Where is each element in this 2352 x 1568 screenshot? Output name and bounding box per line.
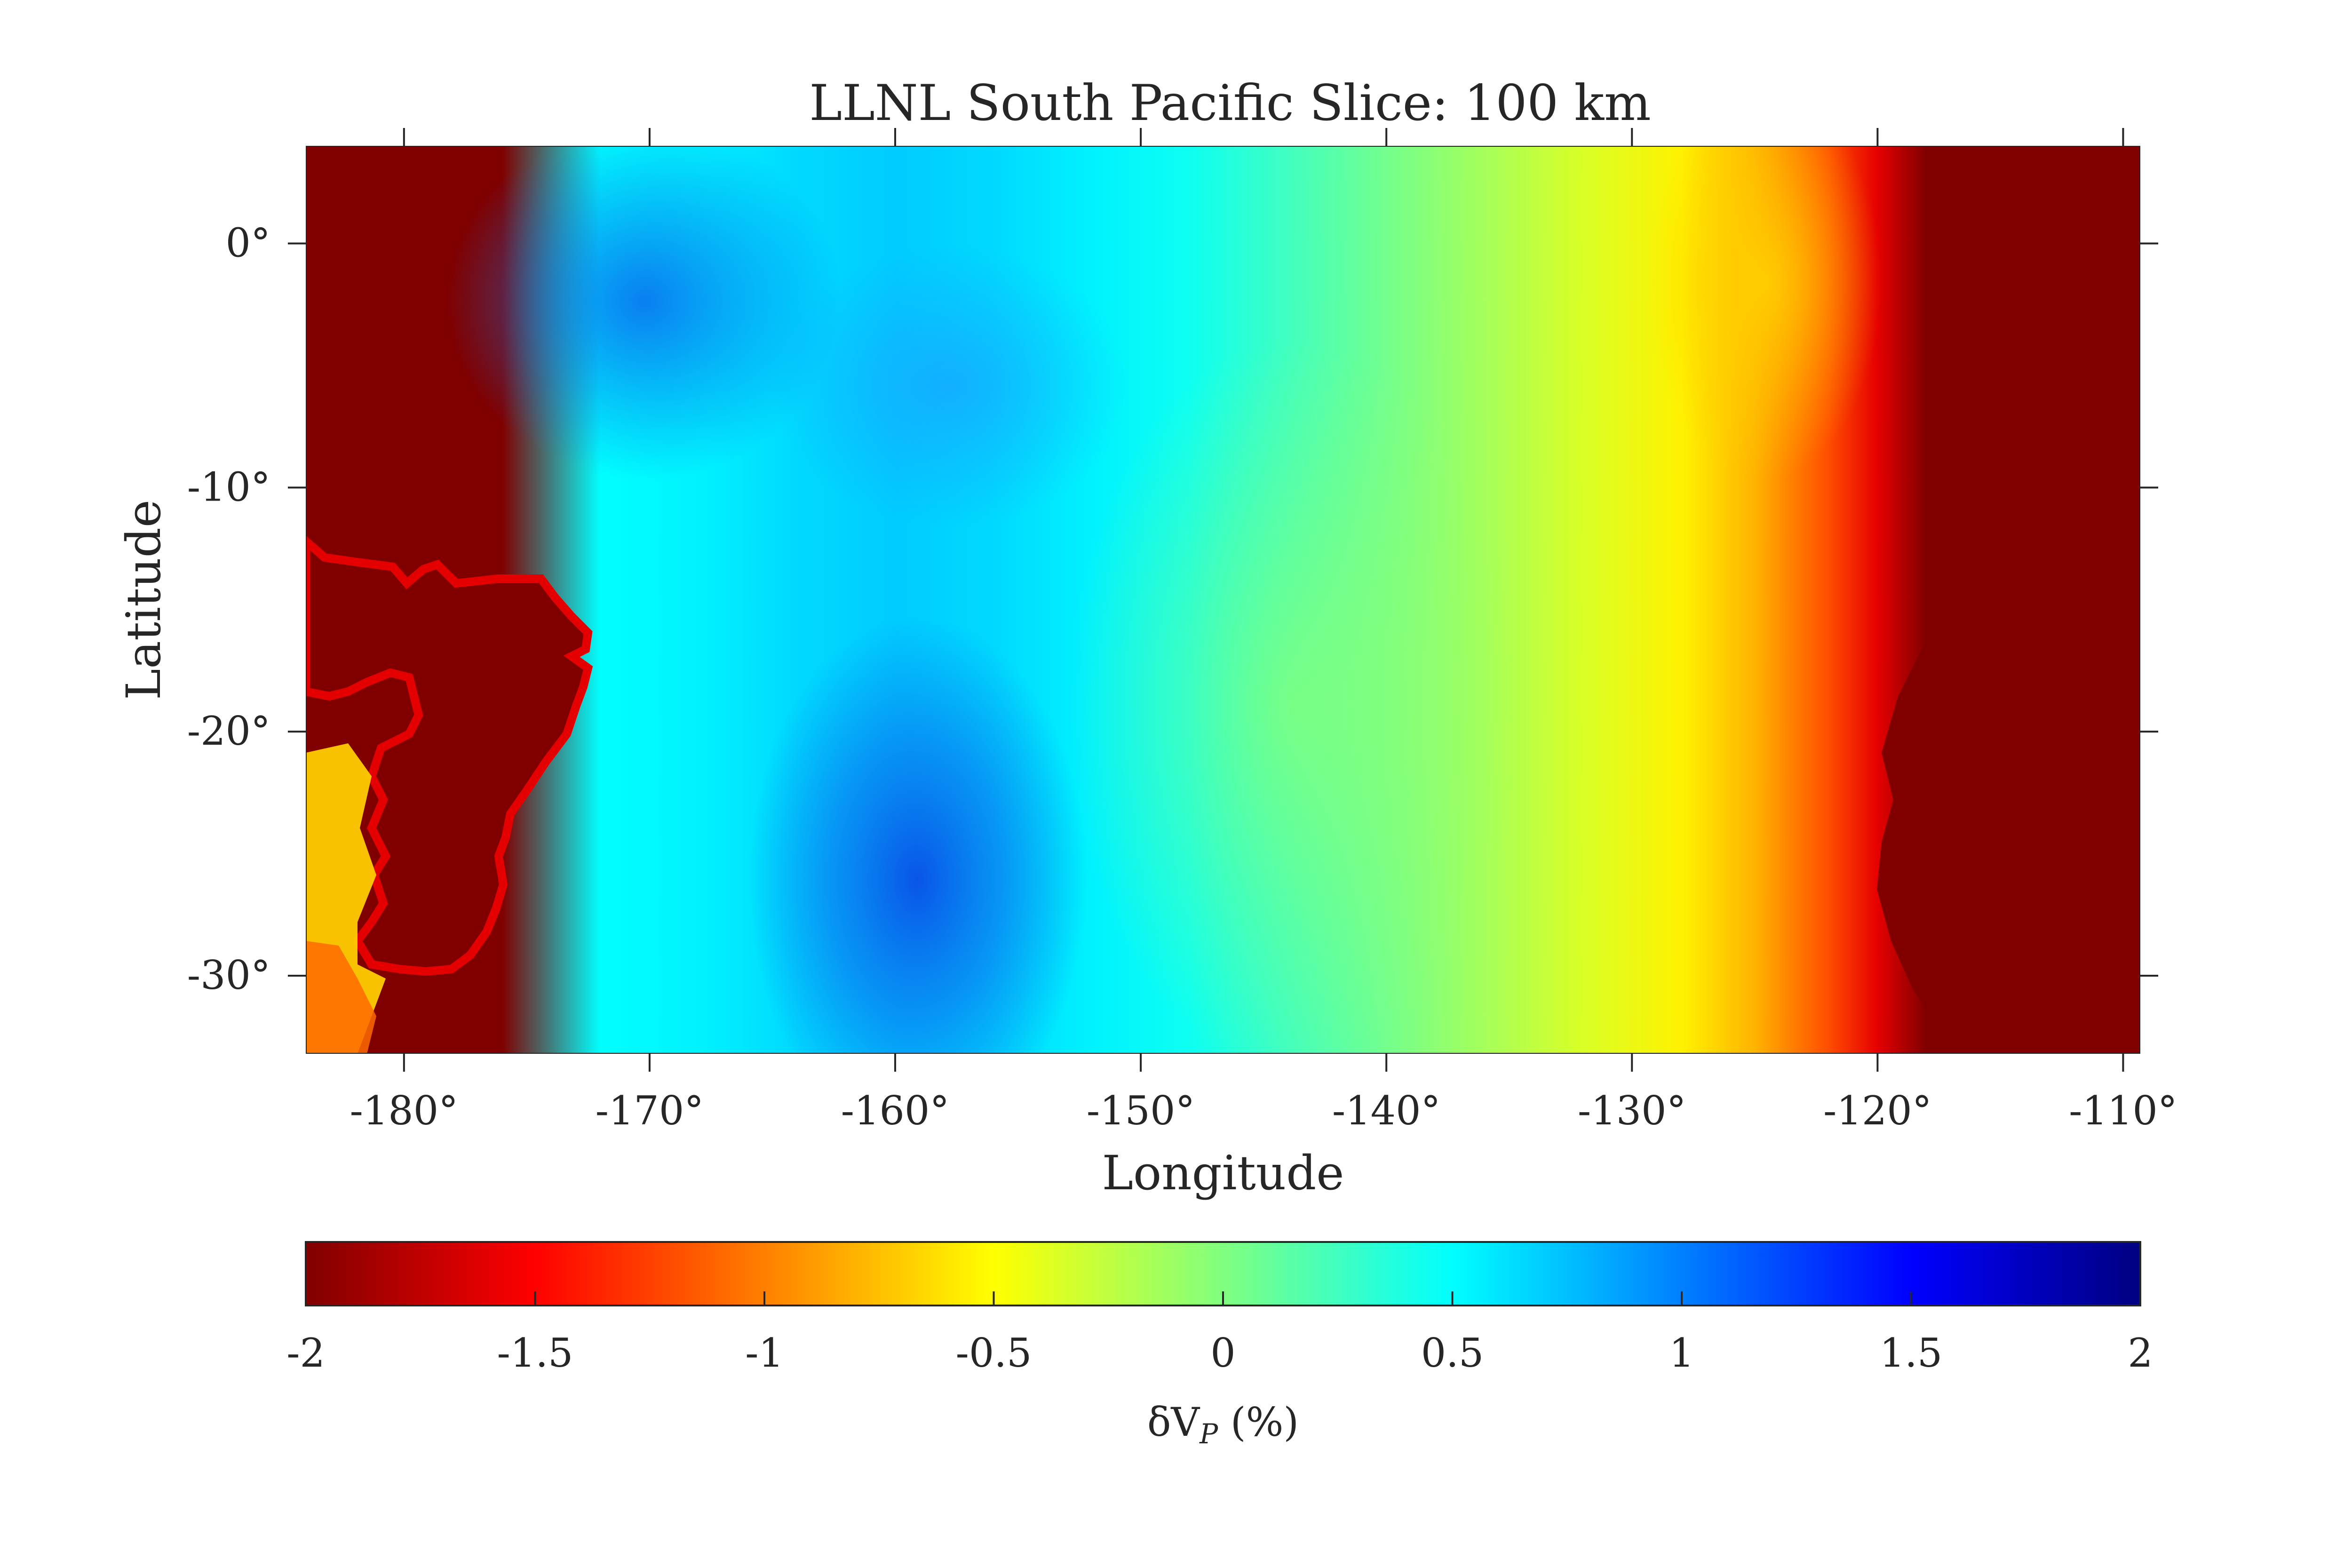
green-patch (1068, 339, 1519, 1054)
y-tick-label: -10° (187, 464, 270, 510)
colorbar-tick-label: 0.5 (1421, 1330, 1484, 1376)
colorbar-tick-label: -2 (286, 1330, 325, 1376)
x-tick-label: -120° (1823, 1088, 1932, 1134)
x-tick-label: -180° (350, 1088, 458, 1134)
fast-anomaly-west (306, 535, 593, 976)
colorbar-ticks: -2 -1.5 -1 -0.5 0 0.5 1 1.5 2 (286, 1291, 2153, 1376)
y-tick-label: 0° (226, 220, 270, 266)
colorbar: -2 -1.5 -1 -0.5 0 0.5 1 1.5 2 δVP (%) (286, 1241, 2153, 1450)
y-tick-label: -20° (187, 708, 270, 754)
colorbar-tick-label: 2 (2128, 1330, 2153, 1376)
chart-title: LLNL South Pacific Slice: 100 km (809, 74, 1651, 132)
slow-anomaly-north (447, 146, 842, 480)
x-axis-label: Longitude (1102, 1146, 1344, 1201)
orange-patch-southwest (306, 941, 376, 1054)
yellow-patch-north (1646, 146, 1882, 480)
colorbar-tick-label: -1.5 (497, 1330, 573, 1376)
x-tick-label: -110° (2069, 1088, 2177, 1134)
colorbar-label-main: δV (1147, 1399, 1200, 1445)
fast-anomaly-east (1877, 151, 2140, 1054)
x-tick-label: -160° (841, 1088, 950, 1134)
colorbar-label: δVP (%) (1147, 1399, 1299, 1450)
x-tick-label: -130° (1578, 1088, 1686, 1134)
colorbar-tick-label: -0.5 (956, 1330, 1032, 1376)
colorbar-tick-label: -1 (745, 1330, 784, 1376)
x-tick-label: -140° (1332, 1088, 1441, 1134)
slow-anomaly-center-north (771, 245, 1129, 527)
y-axis-label: Latitude (116, 500, 171, 700)
plot-area (306, 146, 2140, 1054)
colorbar-tick-label: 1.5 (1880, 1330, 1943, 1376)
slow-anomaly-south (748, 616, 1087, 1054)
colorbar-tick-label: 0 (1210, 1330, 1235, 1376)
x-tick-label: -170° (596, 1088, 704, 1134)
x-tick-label: -150° (1087, 1088, 1195, 1134)
x-axis: -180° -170° -160° -150° -140° -130° -120° -110° (350, 128, 2177, 1134)
colorbar-label-subscript: P (1199, 1418, 1218, 1450)
colorbar-tick-label: 1 (1669, 1330, 1694, 1376)
colorbar-label-unit: (%) (1218, 1399, 1299, 1445)
y-tick-label: -30° (187, 952, 270, 998)
y-axis: 0° -10° -20° -30° (187, 220, 2158, 998)
